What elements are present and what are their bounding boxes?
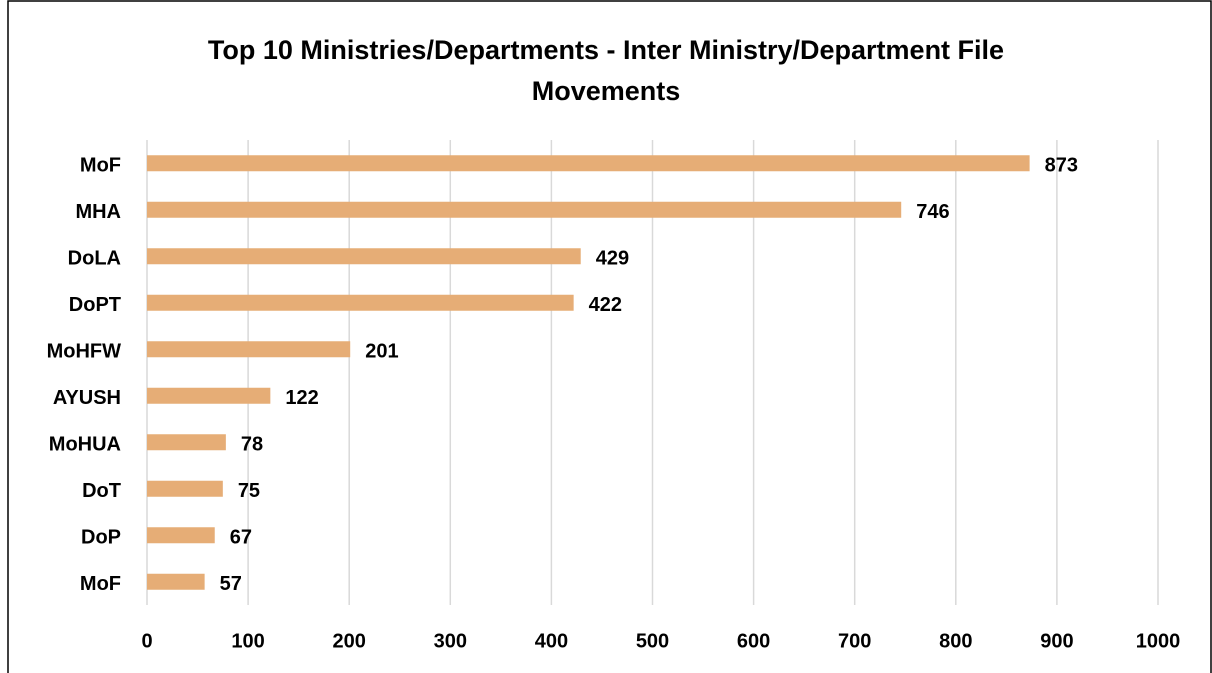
x-tick-label: 300 bbox=[434, 630, 467, 652]
bar bbox=[147, 480, 223, 497]
x-tick-label: 600 bbox=[737, 630, 770, 652]
x-tick-label: 200 bbox=[333, 630, 366, 652]
y-tick-label: MoF bbox=[80, 155, 121, 177]
data-label: 422 bbox=[589, 294, 622, 316]
chart-border bbox=[7, 0, 1212, 673]
y-tick-label: MoHFW bbox=[47, 341, 122, 363]
chart-title: Top 10 Ministries/Departments - Inter Mi… bbox=[207, 35, 1005, 106]
bar bbox=[147, 387, 271, 404]
bar bbox=[147, 341, 351, 358]
data-label: 429 bbox=[596, 248, 629, 270]
data-label: 746 bbox=[916, 201, 949, 223]
x-tick-label: 800 bbox=[939, 630, 972, 652]
data-label: 67 bbox=[230, 527, 252, 549]
data-label: 78 bbox=[241, 434, 263, 456]
bar bbox=[147, 248, 581, 265]
y-tick-label: DoLA bbox=[68, 248, 121, 270]
x-tick-label: 1000 bbox=[1136, 630, 1181, 652]
data-label: 201 bbox=[365, 341, 398, 363]
y-tick-label: AYUSH bbox=[53, 387, 121, 409]
x-tick-label: 500 bbox=[636, 630, 669, 652]
x-tick-label: 400 bbox=[535, 630, 568, 652]
y-tick-label: DoP bbox=[81, 527, 121, 549]
bar bbox=[147, 434, 226, 451]
y-tick-label: DoT bbox=[82, 480, 121, 502]
data-label: 75 bbox=[238, 480, 260, 502]
x-tick-label: 900 bbox=[1040, 630, 1073, 652]
data-label: 873 bbox=[1045, 155, 1078, 177]
bar bbox=[147, 294, 574, 311]
y-tick-label: MoHUA bbox=[49, 434, 121, 456]
data-label: 122 bbox=[285, 387, 318, 409]
bar bbox=[147, 527, 215, 544]
bar bbox=[147, 155, 1030, 172]
y-tick-label: DoPT bbox=[69, 294, 121, 316]
x-tick-label: 100 bbox=[231, 630, 264, 652]
x-tick-label: 700 bbox=[838, 630, 871, 652]
x-tick-label: 0 bbox=[141, 630, 152, 652]
bar bbox=[147, 573, 205, 590]
y-tick-label: MoF bbox=[80, 573, 121, 595]
y-tick-label: MHA bbox=[75, 201, 121, 223]
bar bbox=[147, 201, 902, 218]
data-label: 57 bbox=[220, 573, 242, 595]
